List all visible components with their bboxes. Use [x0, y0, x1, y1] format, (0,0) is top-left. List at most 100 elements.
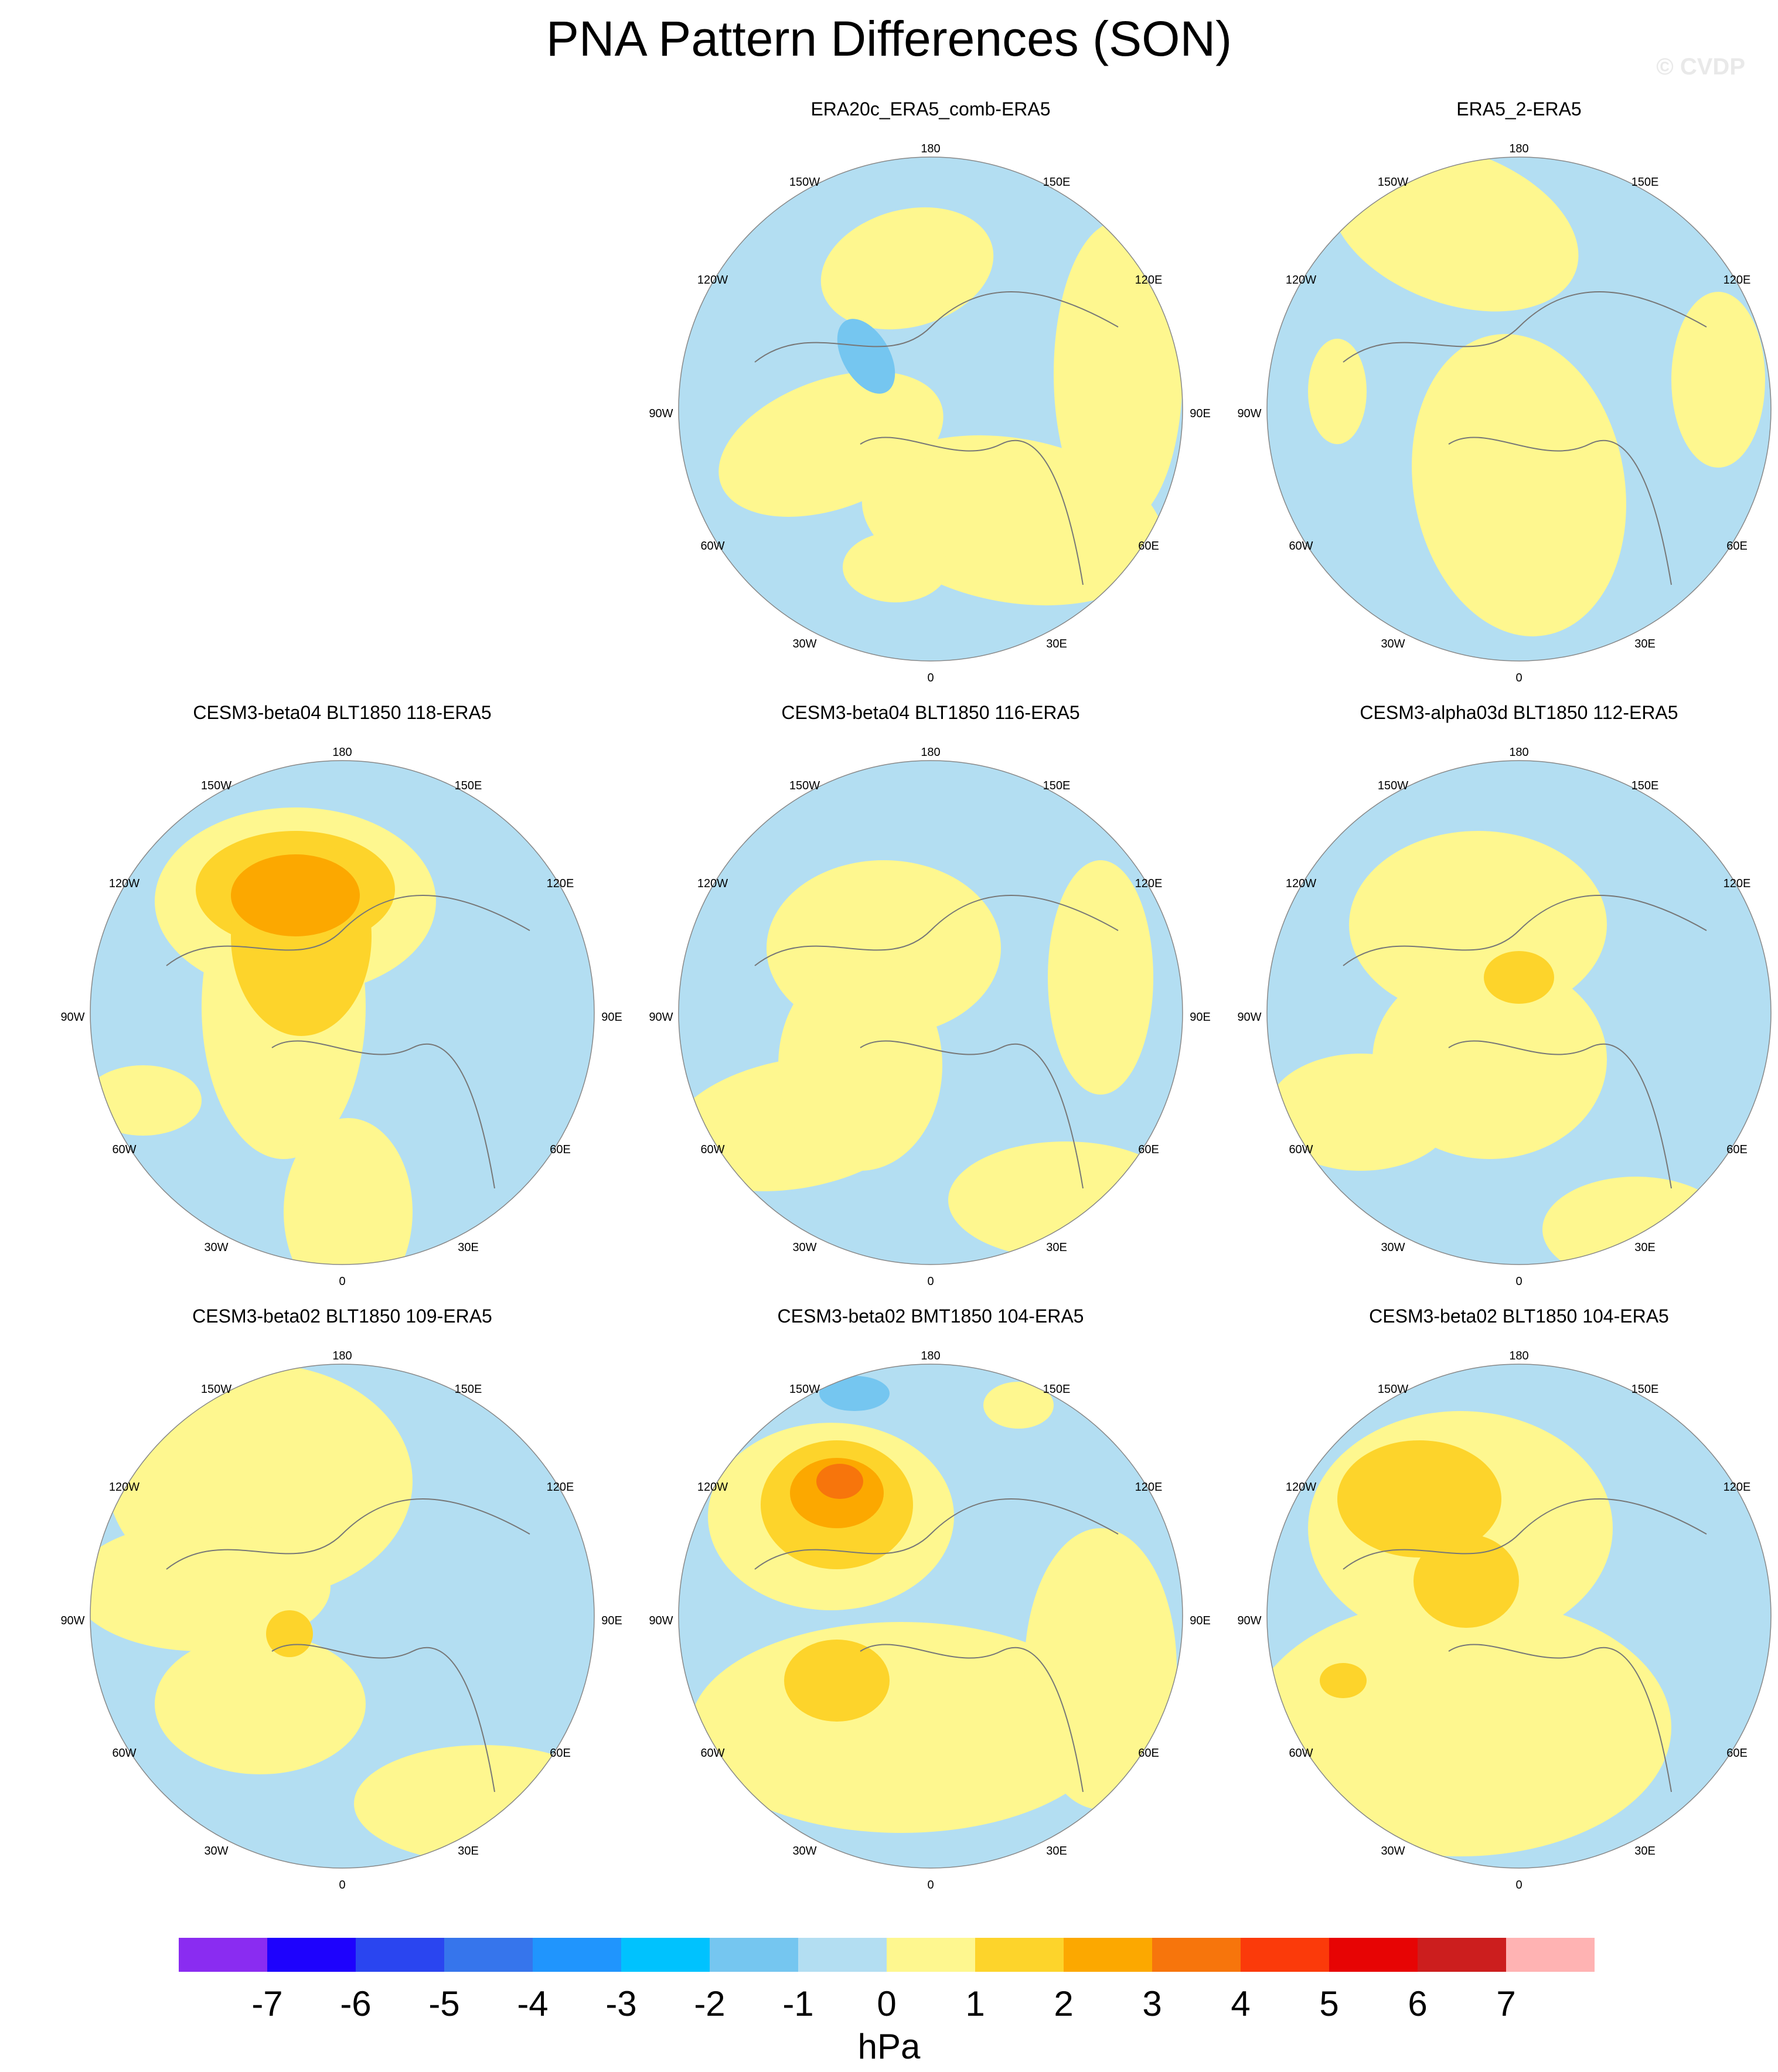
anomaly-region: [1337, 1440, 1501, 1558]
lon-label: 60E: [1726, 540, 1748, 553]
map-border: [1266, 1364, 1772, 1869]
lon-label: 0: [927, 672, 934, 684]
anomaly-region: [155, 1634, 366, 1774]
coastline: [754, 1498, 1119, 1792]
lon-label: 180: [921, 142, 940, 155]
colorbar-swatch: [1064, 1938, 1153, 1972]
colorbar-tick-label: 3: [1142, 1984, 1162, 2023]
lon-label: 0: [339, 1275, 345, 1288]
map-border: [1266, 156, 1772, 662]
anomaly-region: [1542, 1177, 1730, 1265]
anomaly-region: [1412, 334, 1626, 636]
lon-label: 90W: [1237, 1011, 1261, 1024]
lon-label: 150E: [1043, 779, 1071, 792]
anomaly-region: [837, 319, 895, 394]
lon-label: 120W: [1286, 274, 1316, 287]
anomaly-region: [1320, 1663, 1367, 1698]
lon-label: 120E: [1723, 274, 1751, 287]
lon-label: 30W: [204, 1241, 228, 1254]
lon-label: 120W: [697, 274, 728, 287]
lon-label: 90W: [649, 407, 673, 420]
lon-label: 150E: [1631, 779, 1659, 792]
colorbar-tick-label: -7: [251, 1984, 283, 2023]
map-panel-beta02-bmt104: CESM3-beta02 BMT1850 104-ERA5 180 150W 150…: [638, 1306, 1224, 1892]
lon-label: 0: [927, 1879, 934, 1892]
anomaly-region: [1054, 221, 1183, 526]
lon-label: 120W: [697, 1481, 728, 1494]
lon-label: 30W: [792, 1845, 816, 1858]
lon-label: 30W: [1381, 638, 1405, 650]
lon-label: 150W: [1378, 176, 1408, 189]
lon-label: 60E: [1726, 1143, 1748, 1156]
lon-label: 120E: [1723, 877, 1751, 890]
anomaly-region: [1308, 339, 1367, 444]
colorbar-swatch: [179, 1938, 268, 1972]
colorbar-units: hPa: [857, 2027, 921, 2066]
lon-label: 0: [927, 1275, 934, 1288]
lon-label: 30E: [1634, 638, 1656, 650]
lon-label: 60W: [112, 1747, 136, 1760]
lon-label: 30E: [458, 1241, 479, 1254]
lon-label: 150W: [1378, 779, 1408, 792]
lon-label: 120W: [109, 1481, 139, 1494]
map-panel-beta04-118: CESM3-beta04 BLT1850 118-ERA5 180 150W 150…: [49, 702, 635, 1288]
colorbar-swatch: [356, 1938, 445, 1972]
lon-label: 120W: [1286, 1481, 1316, 1494]
colorbar-swatch: [1152, 1938, 1241, 1972]
lon-label: 60W: [112, 1143, 136, 1156]
colorbar-tick-label: 4: [1231, 1984, 1251, 2023]
main-title: PNA Pattern Differences (SON): [546, 11, 1232, 66]
lon-label: 120W: [109, 877, 139, 890]
lon-label: 120E: [547, 877, 574, 890]
lon-label: 30W: [1381, 1845, 1405, 1858]
lon-label: 30W: [1381, 1241, 1405, 1254]
map-panel-beta02-109: CESM3-beta02 BLT1850 109-ERA5 180 150W 150…: [49, 1306, 635, 1892]
map-border: [678, 1364, 1183, 1869]
coastline: [1343, 1498, 1707, 1792]
lon-label: 90E: [1190, 1011, 1211, 1024]
lon-label: 150W: [789, 176, 820, 189]
lon-label: 120E: [1135, 877, 1163, 890]
lon-label: 150W: [201, 1383, 231, 1396]
coastline: [166, 895, 530, 1189]
colorbar-tick-label: 1: [965, 1984, 985, 2023]
anomaly-region: [1671, 292, 1765, 468]
lon-label: 60E: [550, 1143, 571, 1156]
anomaly-region: [1024, 1528, 1177, 1809]
colorbar-swatch: [710, 1938, 799, 1972]
panel-title: CESM3-alpha03d BLT1850 112-ERA5: [1360, 702, 1678, 723]
map-border: [1266, 760, 1772, 1265]
map-panel-era5-2: ERA5_2-ERA5 180150W150E120W120E90W90E60W…: [1226, 98, 1778, 684]
lon-label: 30E: [1634, 1845, 1656, 1858]
colorbar-swatch: [887, 1938, 976, 1972]
colorbar-swatch: [1241, 1938, 1330, 1972]
anomaly-region: [90, 1522, 331, 1651]
map-border: [678, 760, 1183, 1265]
anomaly-region: [816, 1464, 863, 1499]
lon-label: 150W: [201, 779, 231, 792]
lon-label: 150E: [1043, 176, 1071, 189]
panel-title: ERA5_2-ERA5: [1456, 98, 1582, 120]
watermark: © CVDP: [1656, 54, 1745, 80]
lon-label: 150W: [789, 779, 820, 792]
lon-label: 90E: [601, 1011, 622, 1024]
lon-label: 60W: [1289, 540, 1313, 553]
panel-title: CESM3-beta04 BLT1850 116-ERA5: [781, 702, 1080, 723]
lon-label: 90W: [60, 1614, 84, 1627]
lon-label: 180: [332, 746, 352, 759]
panel-title: CESM3-beta02 BLT1850 104-ERA5: [1369, 1306, 1669, 1327]
lon-label: 30E: [1634, 1241, 1656, 1254]
coastline: [754, 895, 1119, 1189]
lon-label: 120E: [1135, 274, 1163, 287]
lon-label: 150E: [455, 1383, 482, 1396]
lon-label: 90W: [649, 1011, 673, 1024]
lon-label: 120E: [547, 1481, 574, 1494]
lon-label: 60E: [1138, 1747, 1159, 1760]
anomaly-region: [284, 1118, 413, 1265]
anomaly-region: [1484, 951, 1554, 1004]
lon-label: 30E: [1046, 1241, 1067, 1254]
